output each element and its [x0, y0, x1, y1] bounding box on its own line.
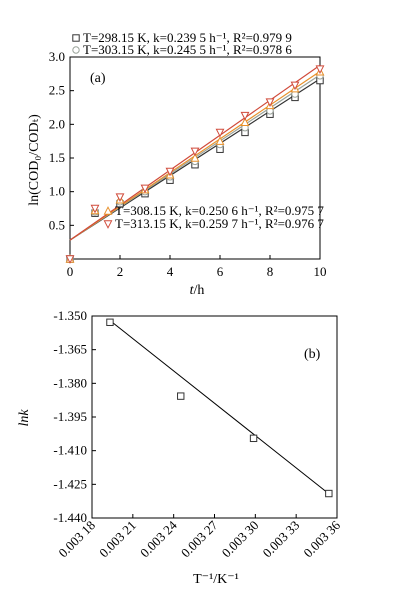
data-point-b [106, 318, 114, 326]
x-axis-label-a-unit: /h [194, 283, 205, 298]
panel-label-a: (a) [90, 71, 106, 86]
legend-entry-2: T=308.15 K, k=0.250 6 h⁻¹, R²=0.975 7 [115, 203, 324, 218]
x-tick-label-a: 8 [267, 264, 274, 279]
y-tick-label-b: -1.365 [53, 342, 87, 357]
data-point-a-3 [240, 111, 250, 121]
x-tick-label-b: 0.003 36 [300, 517, 343, 560]
x-tick-label-b: 0.003 30 [219, 518, 262, 561]
legend-entry-3: T=313.15 K, k=0.259 7 h⁻¹, R²=0.976 7 [115, 216, 324, 231]
panel-b: 0.003 180.003 210.003 240.003 270.003 30… [17, 308, 343, 587]
legend-marker-3 [103, 220, 113, 229]
legend-entry-1: T=303.15 K, k=0.245 5 h⁻¹, R²=0.978 6 [83, 42, 292, 57]
y-tick-label-a: 2.5 [49, 83, 65, 98]
y-tick-label-b: -1.410 [53, 443, 87, 458]
legend-marker-2 [103, 206, 113, 215]
x-tick-label-a: 6 [217, 264, 224, 279]
y-tick-label-b: -1.350 [53, 308, 87, 323]
y-axis-label-b: lnk [17, 409, 32, 427]
data-point-a-3 [90, 204, 100, 214]
y-tick-label-a: 0.5 [49, 217, 65, 232]
panel-a: 0 2 4 6 8 10 0.5 1.0 1.5 2.0 2.5 3.0 (a) T=298.15 … [27, 30, 327, 298]
legend-marker-0 [72, 34, 80, 42]
y-tick-label-a: 3.0 [49, 49, 65, 64]
y-tick-label-b: -1.425 [53, 476, 87, 491]
x-tick-label-a: 0 [67, 264, 74, 279]
data-point-b [249, 434, 258, 443]
x-tick-label-a: 2 [117, 264, 124, 279]
x-tick-label-a: 10 [314, 264, 327, 279]
y-axis-label-a: ln(COD₀/CODₜ) [27, 114, 42, 206]
fit-line-b [109, 320, 330, 495]
data-point-a-3 [315, 65, 325, 75]
data-point-a-3 [190, 147, 200, 157]
data-point-a-3 [140, 184, 150, 194]
data-point-a-3 [165, 167, 175, 177]
y-tick-label-a: 1.0 [49, 184, 65, 199]
x-tick-label-b: 0.003 24 [137, 517, 180, 560]
data-point-a-3 [115, 193, 125, 202]
x-tick-label-a: 4 [167, 264, 174, 279]
data-point-a-2 [240, 117, 250, 127]
y-tick-label-b: -1.380 [53, 375, 87, 390]
legend-entry-0: T=298.15 K, k=0.239 5 h⁻¹, R²=0.979 9 [83, 30, 292, 45]
plot-frame-b [91, 315, 338, 519]
data-point-a-3 [65, 255, 75, 264]
data-point-b [177, 392, 185, 400]
x-axis-label-a: t/h [190, 283, 205, 298]
data-point-a-2 [215, 136, 225, 145]
x-tick-label-b: 0.003 27 [178, 517, 221, 560]
data-point-a-3 [290, 81, 300, 91]
data-point-a-3 [265, 98, 275, 108]
data-point-a-2 [190, 153, 200, 162]
data-point-b [325, 489, 333, 498]
x-tick-label-b: 0.003 33 [260, 518, 303, 561]
x-tick-label-b: 0.003 21 [96, 518, 139, 561]
y-tick-label-b: -1.440 [53, 510, 87, 525]
panel-label-b: (b) [304, 347, 321, 362]
y-tick-label-b: -1.395 [53, 409, 87, 424]
x-axis-label-b: T⁻¹/K⁻¹ [193, 572, 239, 587]
y-tick-label-a: 2.0 [49, 116, 65, 131]
data-point-a-3 [215, 128, 225, 138]
y-tick-label-a: 1.5 [49, 150, 65, 165]
legend-marker-1 [72, 46, 80, 54]
x-axis-label-a-var: t [190, 283, 195, 298]
